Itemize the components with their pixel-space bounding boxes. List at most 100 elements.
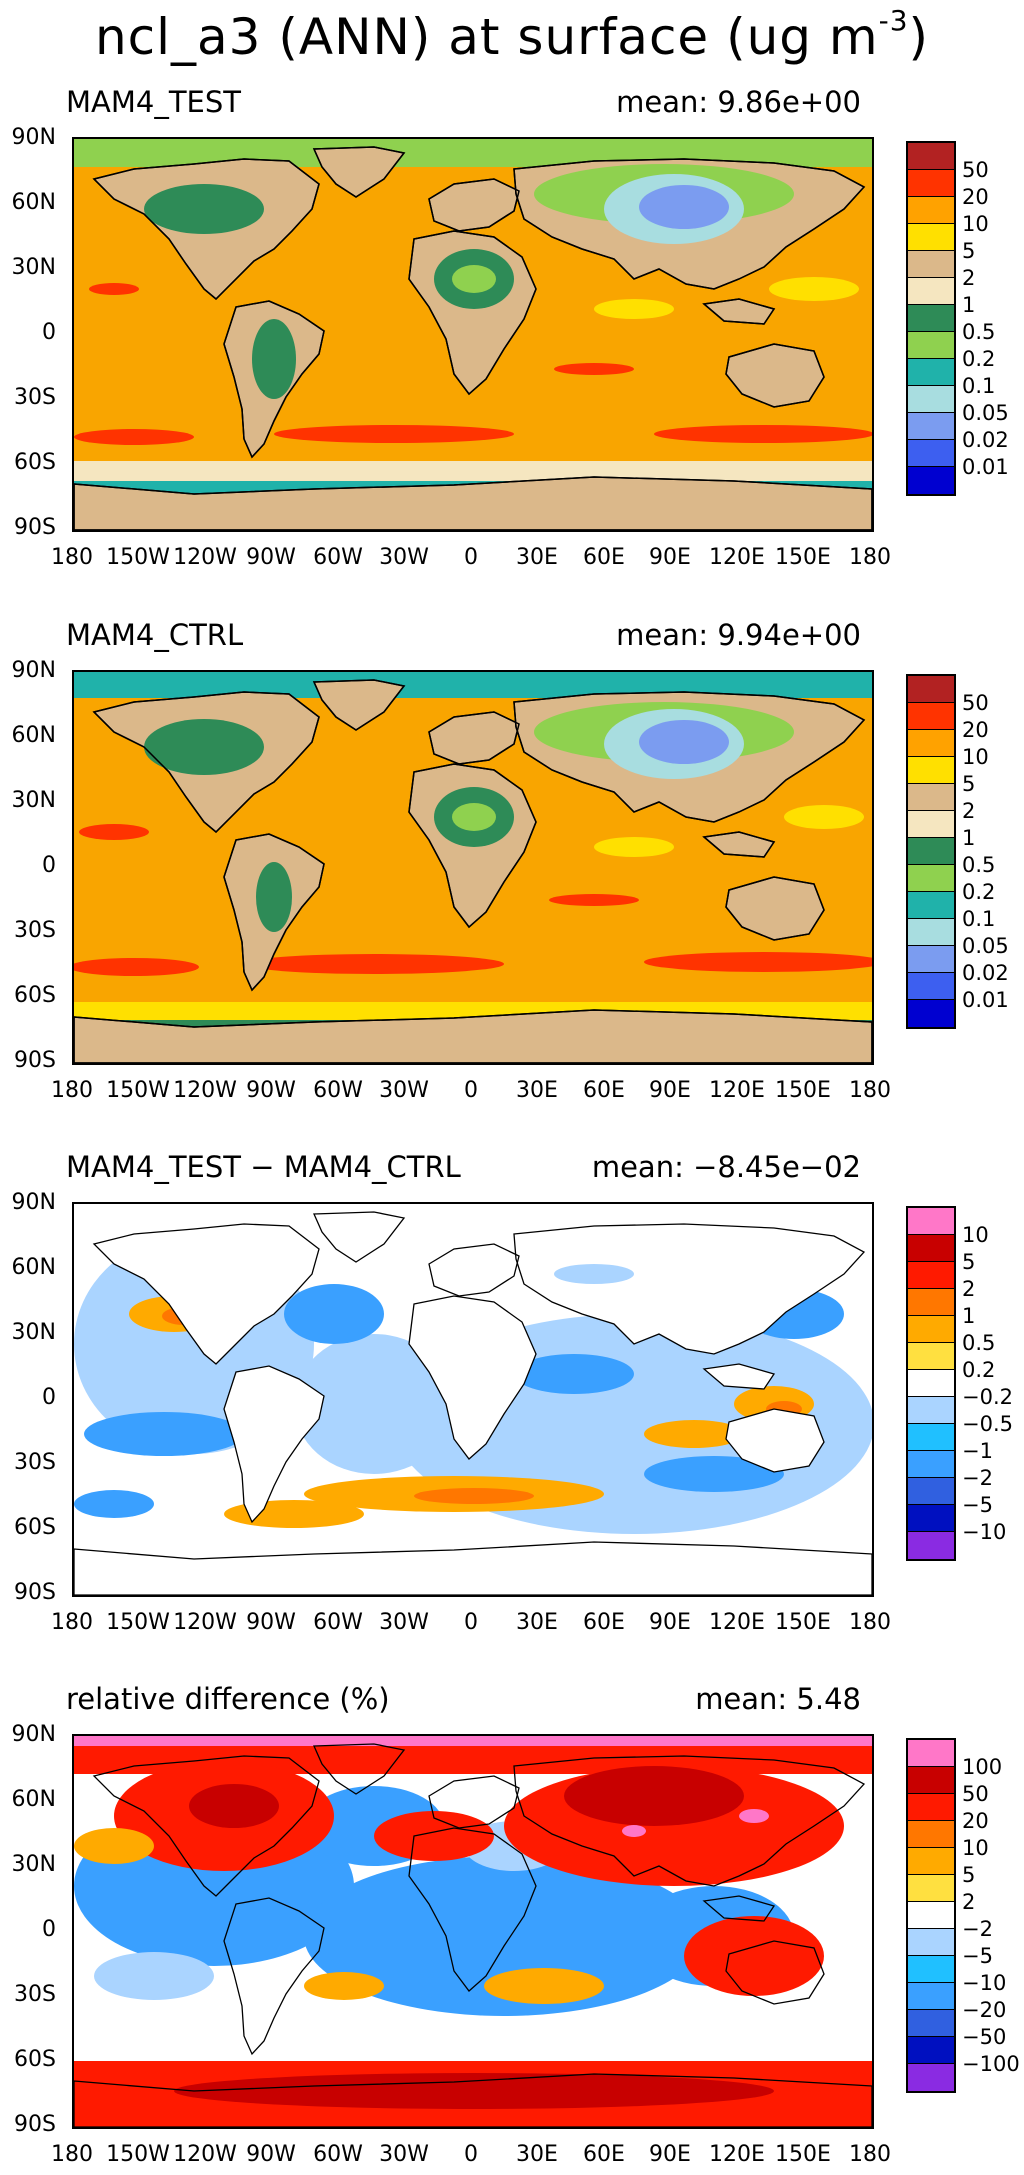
colorbar-swatch xyxy=(908,1316,954,1343)
colorbar-label: 0.5 xyxy=(962,853,996,877)
colorbar-swatch xyxy=(908,1478,954,1505)
colorbar-swatch xyxy=(908,1794,954,1821)
colorbar-swatch xyxy=(908,2064,954,2091)
colorbar-label: 5 xyxy=(962,1863,976,1887)
colorbar xyxy=(906,1206,956,1561)
colorbar-swatch xyxy=(908,1424,954,1451)
colorbar-swatch xyxy=(908,811,954,838)
colorbar-label: 0.05 xyxy=(962,401,1009,425)
panel-title: MAM4_TEST − MAM4_CTRL xyxy=(66,1150,461,1184)
colorbar-label: 0.2 xyxy=(962,1358,996,1382)
colorbar-swatch xyxy=(908,838,954,865)
colorbar-swatch xyxy=(908,1397,954,1424)
colorbar-swatch xyxy=(908,892,954,919)
colorbar-label: −10 xyxy=(962,1520,1007,1544)
colorbar-swatch xyxy=(908,2037,954,2064)
panel-reldiff: relative difference (%) mean: 5.48 90N 6… xyxy=(11,1682,1020,2167)
colorbar-swatch xyxy=(908,1902,954,1929)
colorbar-swatch xyxy=(908,467,954,494)
colorbar-label: 0.1 xyxy=(962,907,996,931)
colorbar-label: −5 xyxy=(962,1944,993,1968)
colorbar-label: 5 xyxy=(962,1250,976,1274)
colorbar-label: 2 xyxy=(962,1277,976,1301)
colorbar-swatch xyxy=(908,1821,954,1848)
colorbar-label: −50 xyxy=(962,2025,1007,2049)
panel-title: MAM4_TEST xyxy=(66,85,241,119)
colorbar xyxy=(906,1738,956,2093)
figure-title: ncl_a3 (ANN) at surface (ug m-3) xyxy=(94,4,930,66)
colorbar-label: 10 xyxy=(962,1836,989,1860)
colorbar-swatch xyxy=(908,170,954,197)
colorbar-label: 0.5 xyxy=(962,1331,996,1355)
colorbar-swatch xyxy=(908,1740,954,1767)
colorbar-label: 0.02 xyxy=(962,961,1009,985)
colorbar xyxy=(906,674,956,1029)
colorbar-swatch xyxy=(908,757,954,784)
panel-title: relative difference (%) xyxy=(66,1682,390,1716)
colorbar-swatch xyxy=(908,278,954,305)
map-ctrl xyxy=(72,670,874,1065)
panel-mean: mean: 9.94e+00 xyxy=(616,618,861,652)
colorbar-label: 0.05 xyxy=(962,934,1009,958)
panel-title: MAM4_CTRL xyxy=(66,618,244,652)
colorbar-swatch xyxy=(908,143,954,170)
colorbar-swatch xyxy=(908,676,954,703)
colorbar-label: 0.2 xyxy=(962,347,996,371)
colorbar-swatch xyxy=(908,1289,954,1316)
colorbar-label: 1 xyxy=(962,293,976,317)
colorbar-swatch xyxy=(908,1370,954,1397)
colorbar-label: 2 xyxy=(962,1890,976,1914)
colorbar-swatch xyxy=(908,2010,954,2037)
colorbar-label: 50 xyxy=(962,1782,989,1806)
colorbar-label: 50 xyxy=(962,691,989,715)
colorbar-swatch xyxy=(908,386,954,413)
panel-mean: mean: 9.86e+00 xyxy=(616,85,861,119)
colorbar-label: 2 xyxy=(962,799,976,823)
map-test xyxy=(72,137,874,532)
colorbar-swatch xyxy=(908,703,954,730)
colorbar-label: 1 xyxy=(962,826,976,850)
colorbar-swatch xyxy=(908,1532,954,1559)
colorbar-swatch xyxy=(908,946,954,973)
colorbar-label: 0.2 xyxy=(962,880,996,904)
colorbar-label: −5 xyxy=(962,1493,993,1517)
panel-test: MAM4_TEST mean: 9.86e+00 90N 60N 30N 0 3… xyxy=(11,85,1009,570)
colorbar-swatch xyxy=(908,413,954,440)
map-diff xyxy=(72,1202,874,1597)
colorbar-label: −2 xyxy=(962,1917,993,1941)
colorbar-label: 10 xyxy=(962,212,989,236)
colorbar-label: −1 xyxy=(962,1439,993,1463)
colorbar-swatch xyxy=(908,1000,954,1027)
colorbar-label: 5 xyxy=(962,772,976,796)
colorbar-swatch xyxy=(908,305,954,332)
colorbar-label: 20 xyxy=(962,1809,989,1833)
colorbar-swatch xyxy=(908,1983,954,2010)
colorbar-swatch xyxy=(908,332,954,359)
colorbar-label: 0.02 xyxy=(962,428,1009,452)
colorbar-label: 20 xyxy=(962,185,989,209)
colorbar-label: 100 xyxy=(962,1755,1003,1779)
colorbar-label: 0.01 xyxy=(962,455,1009,479)
colorbar-label: 0.1 xyxy=(962,374,996,398)
panel-ctrl: MAM4_CTRL mean: 9.94e+00 90N 60N 30N 0 3… xyxy=(11,618,1009,1103)
colorbar-swatch xyxy=(908,1208,954,1235)
colorbar-label: −20 xyxy=(962,1998,1007,2022)
colorbar-label: 50 xyxy=(962,158,989,182)
colorbar xyxy=(906,141,956,496)
colorbar-swatch xyxy=(908,1505,954,1532)
colorbar-swatch xyxy=(908,197,954,224)
colorbar-swatch xyxy=(908,730,954,757)
colorbar-label: −2 xyxy=(962,1466,993,1490)
colorbar-swatch xyxy=(908,919,954,946)
colorbar-swatch xyxy=(908,1956,954,1983)
colorbar-swatch xyxy=(908,784,954,811)
panel-diff: MAM4_TEST − MAM4_CTRL mean: −8.45e−02 90… xyxy=(11,1150,1013,1635)
colorbar-swatch xyxy=(908,251,954,278)
colorbar-label: 10 xyxy=(962,745,989,769)
colorbar-swatch xyxy=(908,973,954,1000)
panel-mean: mean: 5.48 xyxy=(695,1682,861,1716)
colorbar-swatch xyxy=(908,1848,954,1875)
colorbar-label: 2 xyxy=(962,266,976,290)
colorbar-swatch xyxy=(908,224,954,251)
colorbar-label: −100 xyxy=(962,2052,1020,2076)
